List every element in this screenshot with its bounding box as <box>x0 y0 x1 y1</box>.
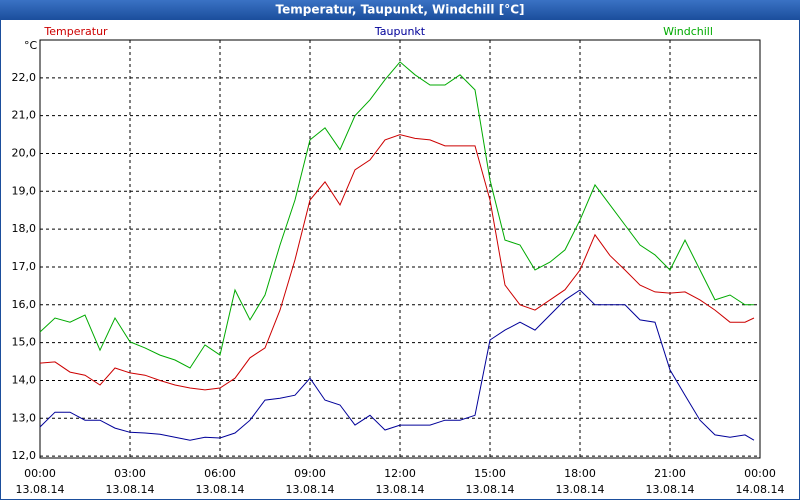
x-tick-date: 13.08.14 <box>16 483 65 496</box>
legend-entry: Windchill <box>663 25 713 38</box>
y-unit: °C <box>24 39 38 52</box>
x-tick-date: 13.08.14 <box>106 483 155 496</box>
title-bar <box>0 0 800 20</box>
x-tick-label: 12:00 <box>384 467 416 480</box>
y-tick-label: 17,0 <box>12 260 37 273</box>
x-tick-date: 13.08.14 <box>376 483 425 496</box>
x-tick-label: 00:00 <box>24 467 56 480</box>
legend-entry: Temperatur <box>43 25 108 38</box>
legend-entry: Taupunkt <box>374 25 426 38</box>
x-tick-label: 06:00 <box>204 467 236 480</box>
x-tick-label: 09:00 <box>294 467 326 480</box>
y-tick-label: 14,0 <box>12 373 37 386</box>
y-tick-label: 15,0 <box>12 336 37 349</box>
x-tick-date: 13.08.14 <box>286 483 335 496</box>
y-tick-label: 20,0 <box>12 146 37 159</box>
x-tick-date: 13.08.14 <box>646 483 695 496</box>
y-tick-label: 19,0 <box>12 184 37 197</box>
x-tick-date: 14.08.14 <box>736 483 785 496</box>
y-tick-label: 21,0 <box>12 109 37 122</box>
x-tick-label: 03:00 <box>114 467 146 480</box>
x-tick-label: 21:00 <box>654 467 686 480</box>
chart-title: Temperatur, Taupunkt, Windchill [°C] <box>276 3 525 17</box>
y-tick-label: 13,0 <box>12 411 37 424</box>
x-tick-date: 13.08.14 <box>556 483 605 496</box>
y-tick-label: 16,0 <box>12 298 37 311</box>
x-tick-label: 18:00 <box>564 467 596 480</box>
y-tick-label: 18,0 <box>12 222 37 235</box>
series-line <box>39 61 754 369</box>
x-tick-label: 15:00 <box>474 467 506 480</box>
x-tick-date: 13.08.14 <box>466 483 515 496</box>
x-tick-date: 13.08.14 <box>196 483 245 496</box>
y-tick-label: 22,0 <box>12 71 37 84</box>
y-tick-label: 12,0 <box>12 449 37 462</box>
x-tick-label: 00:00 <box>744 467 776 480</box>
series-line <box>39 289 755 441</box>
series-line <box>39 134 755 391</box>
